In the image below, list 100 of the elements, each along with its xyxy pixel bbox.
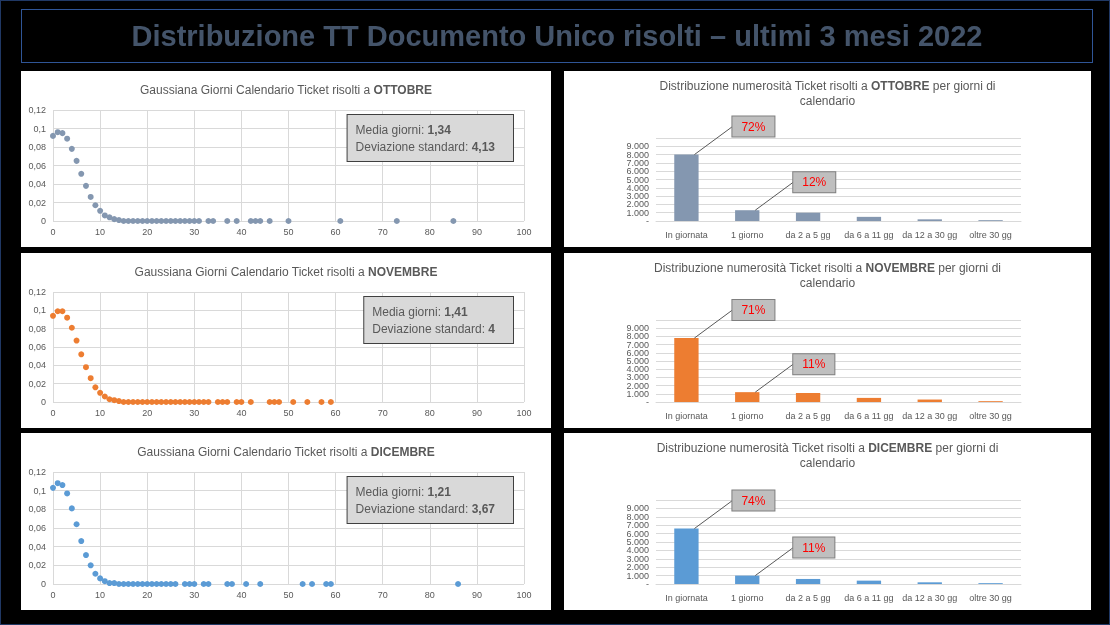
y-tick-label: 0 <box>40 397 46 407</box>
point <box>276 399 283 405</box>
bar <box>856 397 882 402</box>
y-tick-label: 0,02 <box>28 560 46 571</box>
point <box>148 399 155 405</box>
point <box>134 399 141 405</box>
point <box>247 399 254 405</box>
annotation: Media giorni: 1,21 <box>355 484 452 499</box>
point <box>78 170 85 177</box>
point <box>68 324 75 331</box>
point <box>181 399 188 405</box>
point <box>200 581 207 587</box>
x-tick-label: 30 <box>189 407 200 418</box>
point <box>285 218 292 224</box>
y-tick-label: 9.000 <box>626 141 649 152</box>
annotation: Deviazione standard: 4,13 <box>355 139 496 154</box>
point <box>97 207 104 214</box>
bar <box>674 338 699 402</box>
point <box>257 218 264 224</box>
x-tick-label: 100 <box>516 407 532 418</box>
y-tick-label: 0,02 <box>28 197 46 208</box>
point <box>196 218 203 224</box>
x-tick-label: In giornata <box>665 592 708 603</box>
y-tick-label: 3.000 <box>626 553 649 564</box>
point <box>87 375 94 382</box>
point <box>191 581 198 587</box>
chart-title: Gaussiana Giorni Calendario Ticket risolti a DICEMBRE <box>137 445 435 459</box>
y-tick-label: 2.000 <box>626 199 649 210</box>
y-tick-label: 5.000 <box>626 356 649 366</box>
x-tick-label: oltre 30 gg <box>969 229 1012 240</box>
point <box>200 399 207 405</box>
point <box>455 581 462 587</box>
point <box>134 218 141 224</box>
point <box>327 399 334 405</box>
point <box>115 217 122 224</box>
bar <box>735 210 760 221</box>
point <box>233 399 240 405</box>
x-tick-label: 80 <box>424 407 435 418</box>
x-tick-label: 1 giorno <box>730 592 764 603</box>
y-tick-label: 0,06 <box>28 160 46 171</box>
point <box>266 218 273 224</box>
x-tick-label: 60 <box>330 226 341 237</box>
x-tick-label: 90 <box>471 407 482 418</box>
chart-title: Gaussiana Giorni Calendario Ticket risolti a OTTOBRE <box>140 83 432 97</box>
point <box>228 581 235 587</box>
x-tick-label: 10 <box>95 407 106 418</box>
x-tick-label: 0 <box>50 589 56 600</box>
y-tick-label: 4.000 <box>626 364 649 375</box>
y-tick-label: 9.000 <box>626 503 649 514</box>
bar <box>795 212 821 221</box>
x-tick-label: da 6 a 11 gg <box>844 410 894 421</box>
y-tick-label: 0,12 <box>28 467 46 477</box>
y-tick-label: 8.000 <box>626 331 649 342</box>
annotation: Media giorni: 1,41 <box>372 304 468 319</box>
x-tick-label: da 6 a 11 gg <box>844 592 894 603</box>
x-tick-label: 90 <box>471 589 482 600</box>
x-tick-label: 80 <box>424 589 435 600</box>
point <box>101 578 108 585</box>
bar <box>674 528 699 584</box>
x-tick-label: 40 <box>236 226 247 237</box>
point <box>54 480 61 487</box>
point <box>68 505 75 512</box>
point <box>304 399 311 405</box>
point <box>257 581 264 587</box>
x-tick-label: 70 <box>377 226 388 237</box>
x-tick-label: da 12 a 30 gg <box>902 592 958 603</box>
x-tick-label: 0 <box>50 226 56 237</box>
y-tick-label: 0,08 <box>28 142 46 152</box>
point <box>50 312 56 319</box>
point <box>167 581 174 587</box>
y-tick-label: 8.000 <box>626 149 649 160</box>
x-tick-label: 20 <box>142 226 153 237</box>
point <box>64 314 71 321</box>
x-tick-label: 100 <box>516 226 532 237</box>
chart-title: Gaussiana Giorni Calendario Ticket risolti a NOVEMBRE <box>134 265 438 279</box>
y-tick-label: 0,06 <box>28 342 46 352</box>
point <box>64 135 71 142</box>
point <box>181 218 188 224</box>
point <box>134 581 141 587</box>
point <box>290 399 297 405</box>
x-tick-label: 30 <box>189 589 200 600</box>
x-tick-label: 40 <box>236 407 247 418</box>
point <box>97 575 104 582</box>
chart-title: Distribuzione TT Documento Unico risolti – ultimi 3 mesi 2022 <box>131 19 983 52</box>
y-tick-label: 2.000 <box>626 380 649 391</box>
x-tick-label: 10 <box>95 226 106 237</box>
point <box>148 218 155 224</box>
x-tick-label: da 6 a 11 gg <box>844 229 894 240</box>
point <box>59 482 66 489</box>
point <box>181 581 188 587</box>
x-tick-label: 90 <box>471 226 482 237</box>
point <box>82 552 89 559</box>
y-tick-label: 6.000 <box>626 347 649 358</box>
point <box>59 130 66 137</box>
bar <box>795 392 821 402</box>
y-tick-label: 0,12 <box>28 287 46 297</box>
x-tick-label: 30 <box>189 226 200 237</box>
y-tick-label: 6.000 <box>626 166 649 177</box>
y-tick-label: 3.000 <box>626 191 649 202</box>
y-tick-label: - <box>646 397 649 407</box>
